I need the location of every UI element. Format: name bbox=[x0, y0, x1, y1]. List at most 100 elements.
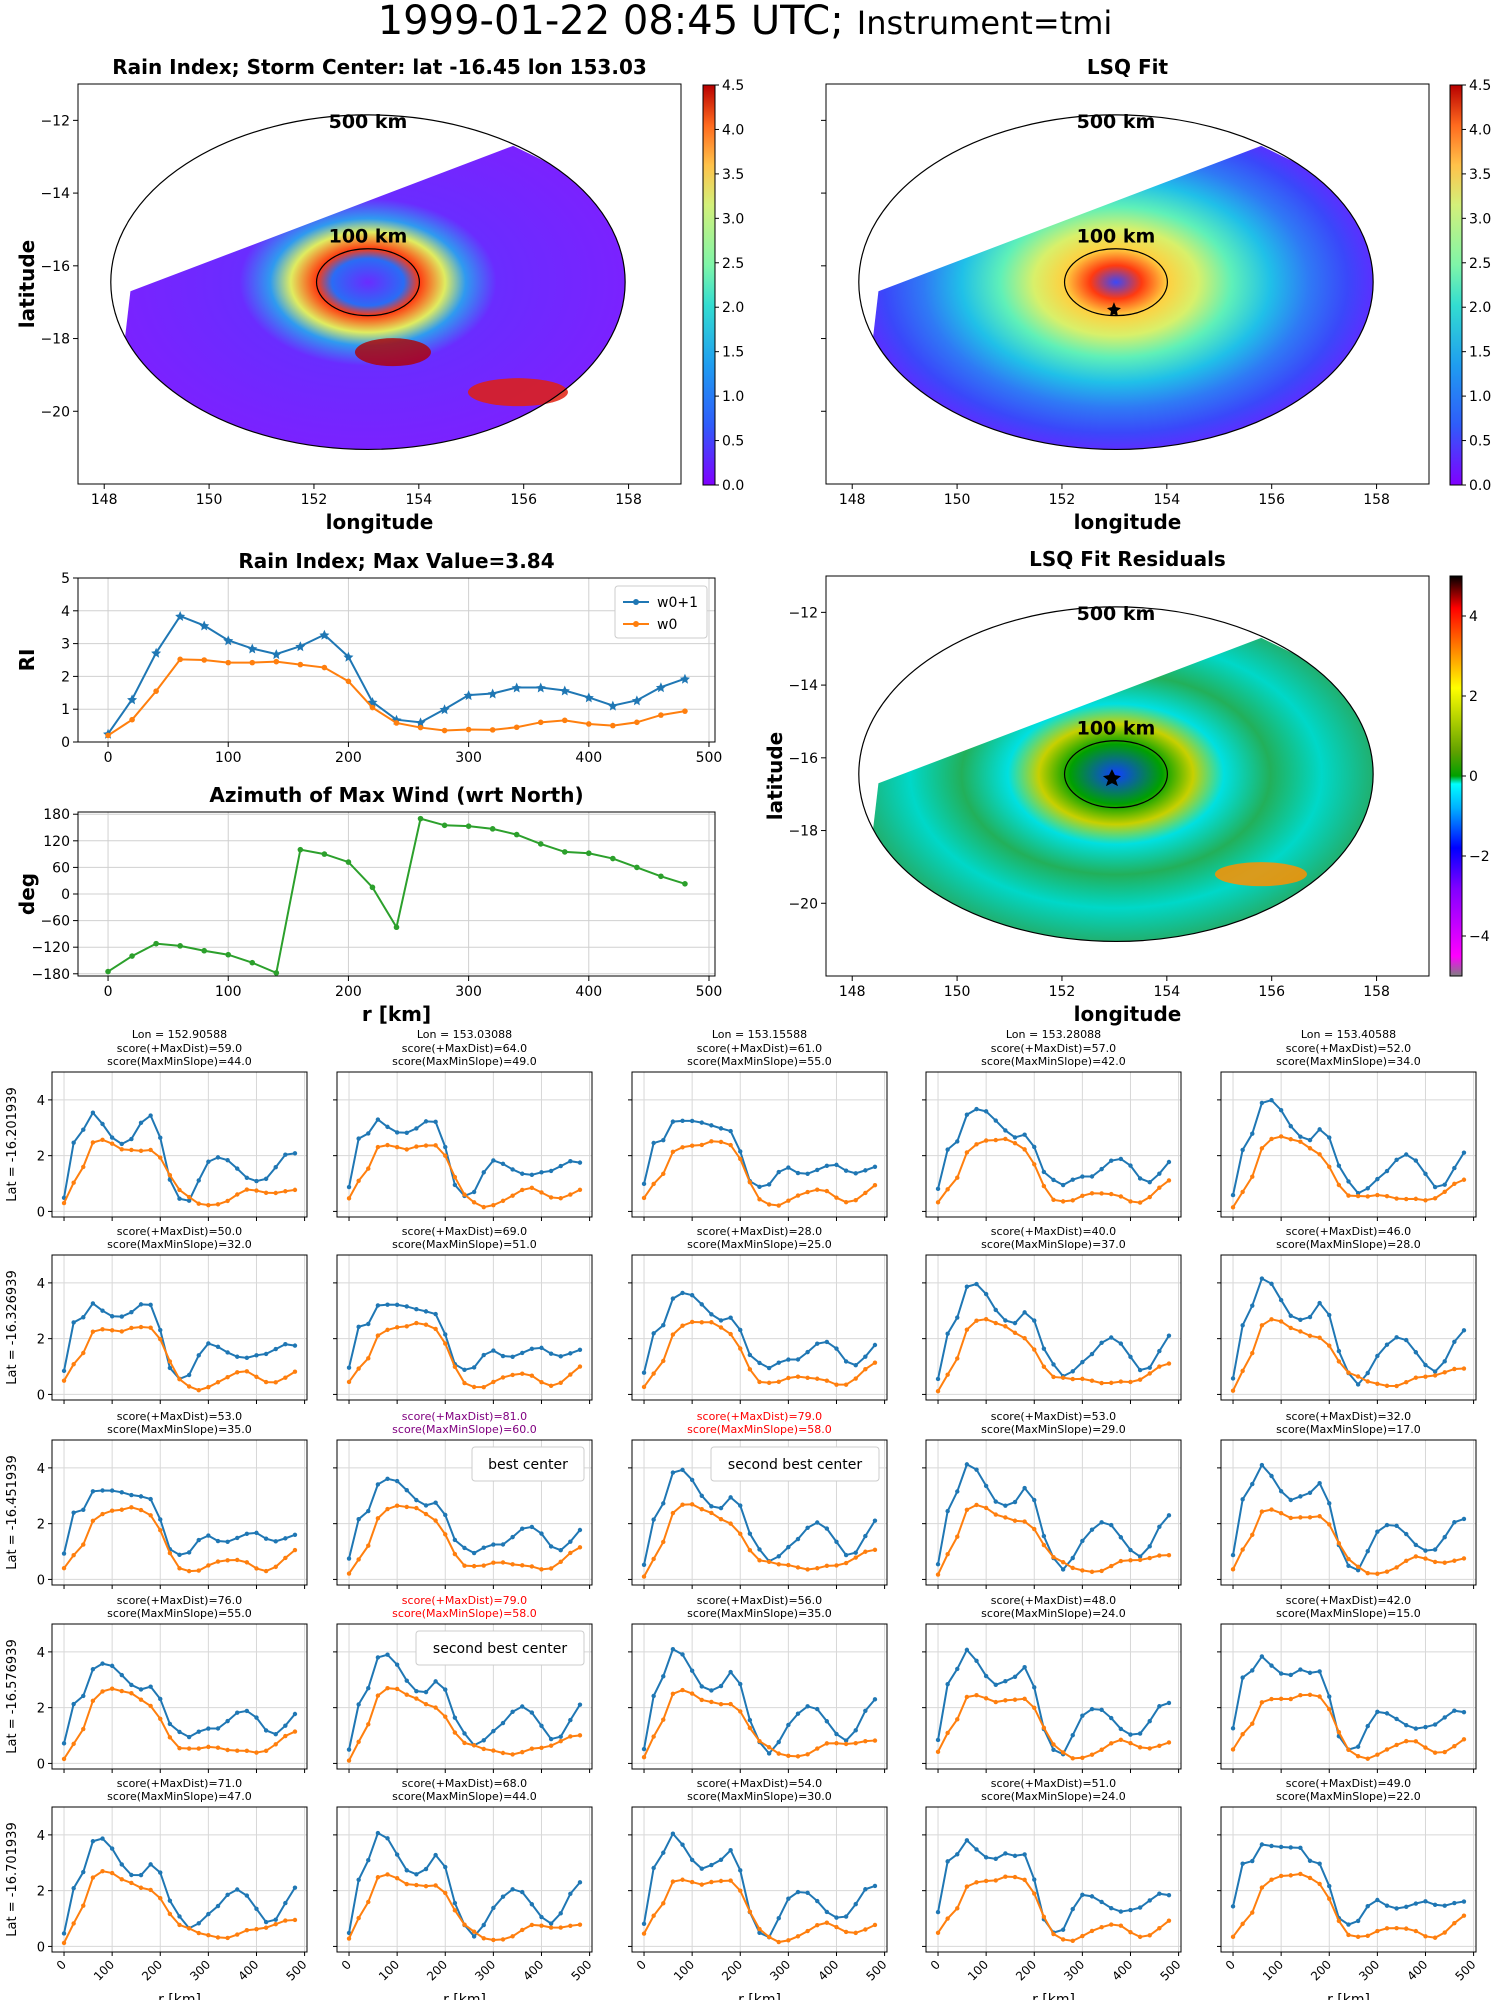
profile-point bbox=[843, 1929, 849, 1935]
profile-point bbox=[718, 1139, 724, 1145]
profile-point bbox=[471, 1384, 477, 1390]
profile-point bbox=[1230, 1388, 1236, 1393]
profile-point bbox=[148, 1325, 153, 1330]
x-tick-label: 200 bbox=[1308, 1957, 1334, 1983]
profile-point bbox=[1109, 1335, 1114, 1340]
score-maxdist: score(+MaxDist)=53.0 bbox=[117, 1410, 242, 1423]
colorbar-tick-label: 2.5 bbox=[722, 256, 744, 272]
colorbar bbox=[1449, 575, 1463, 977]
profile-point bbox=[1032, 1347, 1037, 1352]
profile-line-w0 bbox=[643, 1140, 876, 1207]
profile-point bbox=[1250, 1131, 1255, 1136]
profile-point bbox=[244, 1531, 250, 1536]
lat-label: Lat = -16.701939 bbox=[5, 1822, 20, 1936]
profile-point bbox=[728, 1315, 733, 1320]
profile-point bbox=[366, 1131, 371, 1136]
profile-point bbox=[1413, 1739, 1419, 1744]
profile-point bbox=[1288, 1845, 1293, 1850]
profile-point bbox=[1166, 1918, 1172, 1923]
profile-point bbox=[375, 1303, 381, 1308]
profile-point bbox=[443, 1864, 448, 1870]
y-tick-label: 2 bbox=[61, 669, 70, 685]
profile-point bbox=[1432, 1547, 1438, 1552]
profile-point bbox=[1157, 1185, 1162, 1190]
profile-point bbox=[292, 1885, 298, 1890]
profile-point bbox=[1089, 1569, 1095, 1575]
profile-point bbox=[1012, 1499, 1018, 1505]
profile-point bbox=[1089, 1752, 1095, 1757]
profile-point bbox=[964, 1150, 970, 1155]
profile-point bbox=[843, 1168, 849, 1173]
profile-point bbox=[1384, 1569, 1390, 1574]
profile-point bbox=[689, 1857, 695, 1863]
profile-point bbox=[757, 1379, 762, 1385]
profile-point bbox=[993, 1137, 998, 1143]
score-maxdist: score(+MaxDist)=59.0 bbox=[117, 1042, 242, 1055]
profile-point bbox=[1432, 1935, 1438, 1940]
profile-point bbox=[1413, 1196, 1419, 1202]
profile-point bbox=[148, 1684, 153, 1689]
profile-point bbox=[747, 1548, 753, 1553]
profile-point bbox=[235, 1710, 240, 1715]
x-tick-label: 400 bbox=[235, 1957, 261, 1983]
profile-line-w0 bbox=[348, 1687, 581, 1761]
profile-point bbox=[863, 1549, 868, 1554]
profile-point bbox=[786, 1198, 791, 1203]
profile-point bbox=[292, 1369, 298, 1374]
profile-point bbox=[452, 1551, 458, 1557]
data-point bbox=[586, 850, 592, 857]
profile-point bbox=[71, 1741, 76, 1747]
profile-point bbox=[394, 1662, 400, 1667]
profile-point bbox=[1423, 1745, 1428, 1750]
profile-point bbox=[414, 1688, 419, 1694]
x-tick-label: 152 bbox=[1049, 984, 1076, 1000]
profile-point bbox=[993, 1307, 998, 1313]
profile-point bbox=[786, 1544, 791, 1550]
profile-point bbox=[215, 1745, 221, 1750]
profile-point bbox=[824, 1920, 830, 1925]
profile-point bbox=[375, 1875, 381, 1880]
profile-point bbox=[738, 1346, 743, 1351]
profile-point bbox=[404, 1868, 409, 1873]
profile-point bbox=[786, 1896, 791, 1901]
profile-point bbox=[1250, 1303, 1255, 1308]
profile-point bbox=[539, 1170, 544, 1175]
x-tick-label: 158 bbox=[1363, 492, 1390, 508]
profile-point bbox=[747, 1531, 753, 1536]
profile-point bbox=[273, 1732, 278, 1737]
profile-point bbox=[177, 1377, 182, 1382]
profile-point bbox=[414, 1505, 419, 1511]
profile-point bbox=[1070, 1938, 1075, 1944]
profile-point bbox=[100, 1488, 105, 1493]
lon-label: Lon = 153.03088 bbox=[417, 1028, 512, 1041]
profile-point bbox=[1250, 1668, 1255, 1673]
profile-point bbox=[196, 1921, 201, 1926]
profile-point bbox=[283, 1733, 288, 1739]
profile-point bbox=[529, 1564, 535, 1569]
profile-point bbox=[235, 1887, 240, 1892]
profile-point bbox=[1240, 1732, 1245, 1737]
profile-point bbox=[119, 1672, 124, 1678]
profile-point bbox=[1051, 1931, 1056, 1937]
profile-point bbox=[206, 1911, 211, 1917]
profile-point bbox=[1003, 1136, 1008, 1142]
profile-point bbox=[1089, 1351, 1095, 1357]
profile-point bbox=[196, 1353, 201, 1358]
profile-cell-r0-c1: Lon = 153.03088score(+MaxDist)=64.0score… bbox=[333, 1028, 593, 1221]
profile-point bbox=[167, 1721, 173, 1727]
profile-point bbox=[661, 1323, 666, 1328]
profile-point bbox=[1288, 1313, 1293, 1318]
profile-point bbox=[1461, 1516, 1467, 1522]
profile-point bbox=[766, 1365, 772, 1371]
profile-point bbox=[462, 1380, 467, 1386]
profile-point bbox=[90, 1301, 96, 1306]
profile-point bbox=[375, 1144, 381, 1150]
profile-point bbox=[964, 1112, 970, 1117]
profile-point bbox=[1269, 1663, 1274, 1668]
profile-point bbox=[1355, 1374, 1361, 1379]
data-point bbox=[153, 940, 159, 947]
profile-point bbox=[843, 1552, 849, 1558]
profile-point bbox=[1336, 1163, 1342, 1168]
colorbar-tick-label: 4.5 bbox=[722, 78, 744, 94]
profile-point bbox=[462, 1545, 467, 1551]
